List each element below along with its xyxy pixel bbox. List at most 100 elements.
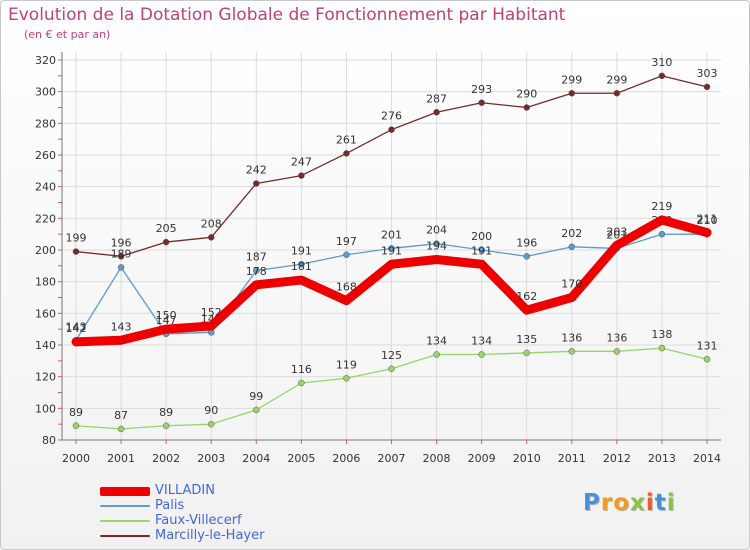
data-point: [658, 344, 666, 352]
data-label: 210: [697, 214, 718, 227]
data-point: [253, 406, 260, 414]
legend-swatch: [100, 505, 150, 507]
legend-label: Marcilly-le-Hayer: [155, 528, 265, 543]
y-tick-label: 140: [35, 339, 56, 352]
y-tick-label: 220: [35, 212, 56, 225]
data-label: 299: [606, 73, 627, 86]
data-point: [207, 420, 215, 428]
data-label: 143: [66, 320, 87, 333]
data-point: [387, 260, 396, 268]
data-point: [343, 251, 350, 258]
data-label: 89: [159, 406, 173, 419]
data-point: [478, 99, 485, 106]
data-label: 201: [381, 228, 402, 241]
data-point: [298, 172, 305, 179]
logo-letter: i: [645, 490, 655, 516]
data-point: [523, 349, 530, 357]
logo-letter: i: [666, 490, 676, 516]
data-label: 162: [516, 290, 537, 303]
data-label: 194: [426, 240, 447, 253]
y-tick-label: 120: [35, 371, 56, 384]
data-label: 119: [336, 358, 357, 371]
data-point: [478, 351, 485, 358]
data-point: [433, 240, 440, 247]
x-tick-label: 2011: [558, 452, 586, 465]
x-tick-label: 2002: [152, 452, 180, 465]
y-tick-label: 320: [35, 54, 56, 67]
x-tick-label: 2004: [242, 452, 270, 465]
data-label: 276: [381, 110, 402, 123]
proxiti-logo: Proxiti: [583, 490, 676, 516]
chart-title: Evolution de la Dotation Globale de Fonc…: [8, 5, 566, 25]
x-tick-label: 2014: [693, 452, 721, 465]
data-label: 134: [471, 335, 492, 348]
data-label: 136: [561, 331, 582, 344]
data-label: 242: [246, 164, 267, 177]
data-label: 187: [246, 251, 267, 264]
data-point: [388, 365, 395, 372]
legend-swatch: [100, 487, 150, 496]
data-label: 87: [114, 409, 128, 422]
data-point: [568, 243, 576, 251]
data-label: 168: [336, 281, 357, 294]
data-point: [523, 253, 530, 260]
data-point: [523, 104, 530, 111]
data-label: 178: [246, 265, 267, 278]
data-label: 219: [651, 200, 672, 213]
data-label: 147: [156, 314, 177, 327]
data-point: [568, 90, 576, 97]
y-tick-label: 180: [35, 276, 56, 289]
data-label: 208: [201, 217, 222, 230]
data-point: [72, 248, 80, 255]
data-point: [298, 261, 305, 268]
data-label: 142: [66, 322, 87, 335]
y-tick-label: 300: [35, 86, 56, 99]
legend-swatch: [100, 520, 150, 522]
data-label: 200: [471, 230, 492, 243]
x-tick-label: 2006: [332, 452, 360, 465]
data-point: [703, 83, 711, 91]
logo-letter: x: [630, 490, 646, 516]
data-label: 199: [66, 232, 87, 245]
data-label: 90: [204, 404, 218, 417]
legend-label: Faux-Villecerf: [155, 513, 242, 528]
data-point: [72, 422, 80, 429]
data-point: [568, 293, 576, 302]
logo-letter: o: [613, 490, 631, 516]
data-point: [207, 322, 215, 330]
data-label: 150: [156, 309, 177, 322]
data-label: 261: [336, 133, 357, 146]
data-label: 131: [697, 339, 718, 352]
data-label: 211: [697, 213, 718, 226]
data-point: [298, 379, 305, 387]
x-tick-label: 2003: [197, 452, 225, 465]
data-point: [117, 264, 125, 271]
y-tick-label: 200: [35, 244, 56, 257]
data-point: [658, 230, 666, 238]
data-label: 189: [111, 247, 132, 260]
x-tick-label: 2007: [378, 452, 406, 465]
data-point: [253, 267, 260, 274]
data-point: [72, 338, 80, 346]
data-point: [207, 234, 215, 241]
data-label: 197: [336, 235, 357, 248]
data-point: [613, 241, 621, 249]
logo-letter: r: [600, 490, 614, 516]
data-label: 299: [561, 73, 582, 86]
x-tick-label: 2001: [107, 452, 135, 465]
data-label: 205: [156, 222, 177, 235]
logo-letter: t: [654, 490, 667, 516]
data-label: 303: [697, 67, 718, 80]
data-point: [433, 351, 440, 358]
y-tick-label: 260: [35, 149, 56, 162]
data-label: 310: [651, 56, 672, 69]
x-tick-label: 2013: [648, 452, 676, 465]
data-point: [432, 255, 441, 264]
data-point: [253, 180, 260, 187]
data-point: [433, 109, 440, 116]
x-tick-label: 2005: [287, 452, 315, 465]
legend-label: VILLADIN: [155, 483, 215, 498]
data-point: [658, 72, 666, 80]
data-point: [117, 425, 125, 433]
data-label: 181: [291, 260, 312, 273]
